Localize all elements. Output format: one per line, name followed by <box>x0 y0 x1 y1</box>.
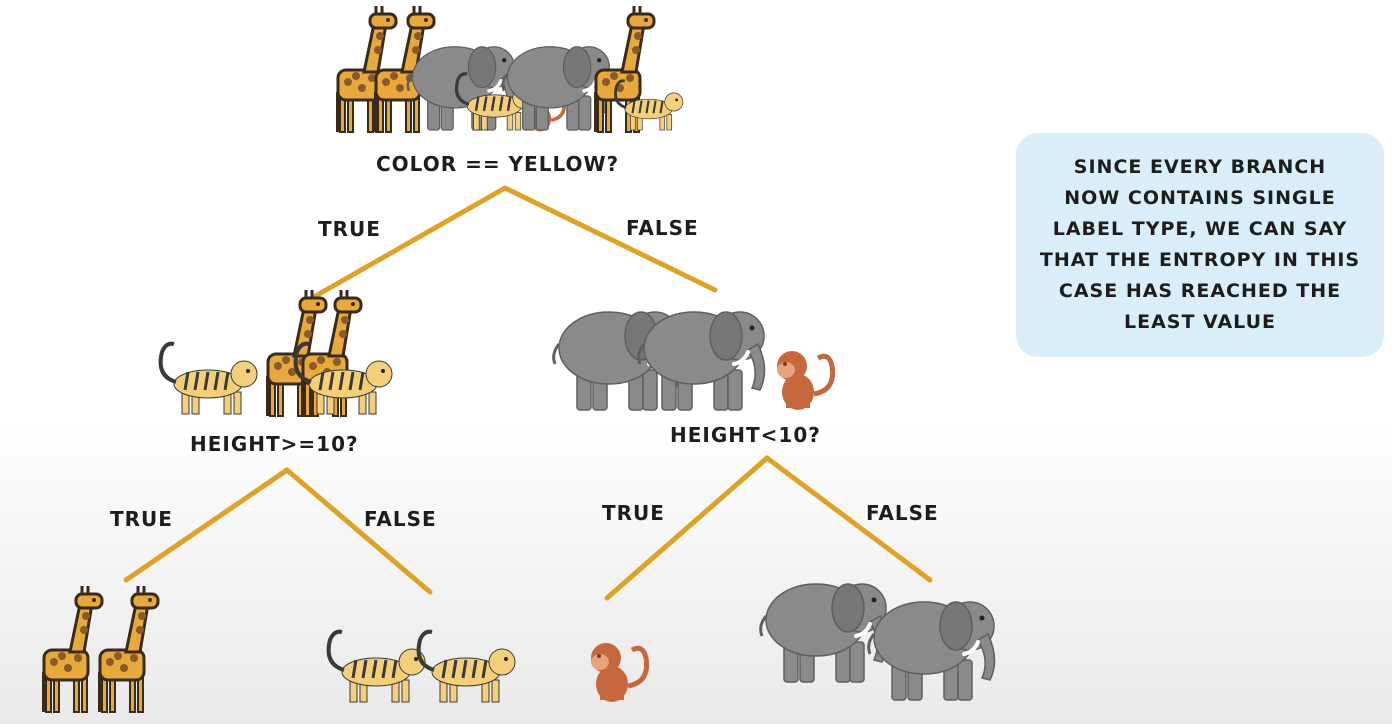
note-line: SINCE EVERY BRANCH <box>1073 156 1327 178</box>
elephant-icon <box>637 311 766 411</box>
elephant-icon <box>759 583 888 683</box>
animal-illustrations <box>42 6 996 713</box>
root-question: COLOR == YELLOW? <box>376 152 620 176</box>
elephant-icon <box>406 46 516 131</box>
entropy-note-text: SINCE EVERY BRANCH NOW CONTAINS SINGLE L… <box>1040 152 1360 338</box>
root-false-label: FALSE <box>626 216 699 240</box>
root-true-branch <box>309 185 508 301</box>
tiger-icon <box>293 341 393 415</box>
tiger-icon <box>416 629 516 703</box>
right-true-branch <box>604 455 770 601</box>
elephant-icon <box>867 601 996 701</box>
giraffe-icon <box>374 6 436 133</box>
note-line: LABEL TYPE, WE CAN SAY <box>1052 218 1348 240</box>
right-question: HEIGHT<10? <box>670 423 821 447</box>
note-line: NOW CONTAINS SINGLE <box>1064 187 1336 209</box>
right-false-label: FALSE <box>866 501 939 525</box>
root-true-label: TRUE <box>318 217 381 241</box>
entropy-note-box: SINCE EVERY BRANCH NOW CONTAINS SINGLE L… <box>1016 133 1384 357</box>
note-line: LEAST VALUE <box>1123 311 1276 333</box>
tiger-icon <box>326 629 426 703</box>
right-false-branch <box>764 455 933 583</box>
monkey-icon <box>591 643 650 702</box>
tiger-icon <box>158 341 258 415</box>
left-false-branch <box>284 467 433 595</box>
right-true-label: TRUE <box>602 501 665 525</box>
root-false-branch <box>502 185 718 293</box>
giraffe-icon <box>98 586 160 713</box>
note-line: CASE HAS REACHED THE <box>1058 280 1342 302</box>
giraffe-icon <box>42 586 104 713</box>
left-question: HEIGHT>=10? <box>190 432 359 456</box>
tiger-icon <box>614 79 684 131</box>
note-line: THAT THE ENTROPY IN THIS <box>1039 249 1361 271</box>
left-true-branch <box>123 467 290 583</box>
monkey-icon <box>777 351 836 410</box>
left-false-label: FALSE <box>364 507 437 531</box>
tree-branches <box>123 185 933 601</box>
left-true-label: TRUE <box>110 507 173 531</box>
